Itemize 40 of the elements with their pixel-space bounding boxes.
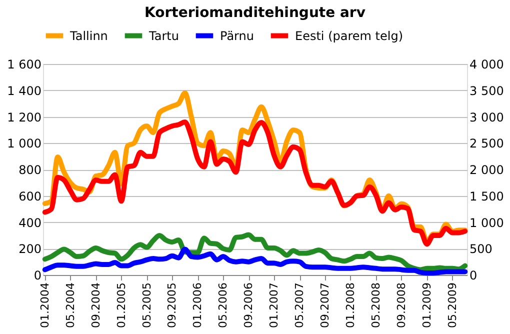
x-tick-label: 09.2005 (166, 282, 179, 328)
y-tick-label: 400 (18, 216, 42, 230)
y-tick-label: 0 (34, 268, 42, 282)
y-tick-label: 1 600 (7, 58, 42, 72)
x-tick-label: 01.2006 (191, 282, 204, 328)
y-tick-label: 1 400 (7, 84, 42, 98)
chart-title: Korteriomanditehingute arv (144, 5, 366, 21)
x-tick-label: 05.2005 (140, 282, 154, 328)
legend-label: Pärnu (220, 28, 254, 43)
y2-tick-label: 3 500 (470, 84, 504, 98)
y2-tick-label: 500 (470, 242, 492, 256)
y-tick-label: 1 200 (7, 110, 42, 124)
x-tick-label: 01.2004 (38, 282, 52, 328)
x-tick-label: 09.2008 (394, 282, 408, 328)
y2-tick-label: 4 000 (470, 58, 504, 72)
x-tick-label: 01.2009 (420, 282, 434, 328)
y2-tick-label: 0 (470, 268, 478, 282)
x-tick-label: 01.2007 (268, 282, 281, 328)
x-tick-label: 01.2008 (344, 282, 357, 328)
y2-tick-label: 1 500 (470, 189, 504, 204)
x-tick-label: 05.2006 (216, 282, 230, 328)
x-tick-label: 01.2005 (114, 282, 128, 328)
x-tick-label: 09.2007 (318, 282, 332, 328)
y2-tick-label: 2 000 (470, 163, 504, 177)
legend-label: Eesti (parem telg) (295, 28, 403, 43)
legend-label: Tallinn (69, 28, 108, 43)
y-tick-label: 800 (18, 163, 42, 177)
y2-tick-label: 3 000 (470, 110, 504, 124)
y-tick-label: 600 (18, 189, 42, 204)
x-tick-label: 05.2007 (293, 282, 306, 328)
y-tick-label: 200 (18, 242, 42, 256)
x-tick-label: 09.2004 (89, 282, 102, 328)
y2-tick-label: 1 000 (470, 216, 504, 230)
y2-tick-label: 2 500 (470, 136, 504, 151)
x-tick-label: 05.2008 (369, 282, 382, 328)
x-tick-label: 09.2006 (242, 282, 256, 328)
legend-label: Tartu (148, 28, 179, 43)
y-tick-label: 1 000 (7, 136, 42, 151)
x-tick-label: 05.2009 (446, 282, 459, 328)
x-tick-label: 05.2004 (64, 282, 77, 328)
